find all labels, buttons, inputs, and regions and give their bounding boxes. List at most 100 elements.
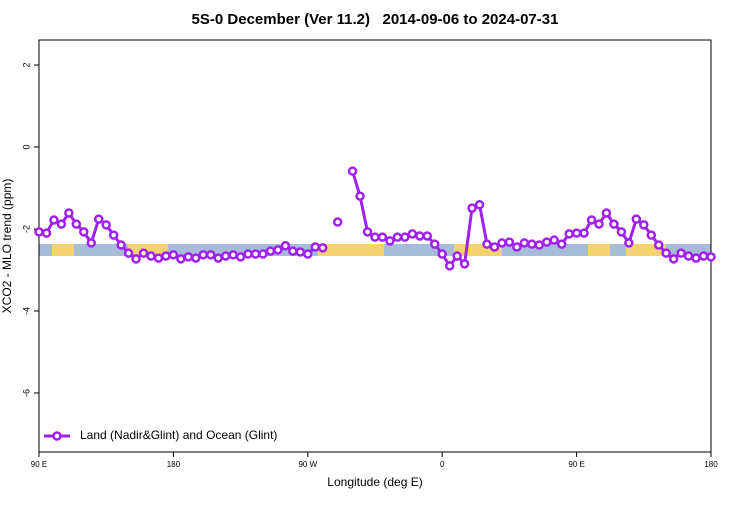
- data-point: [243, 249, 253, 259]
- data-point: [661, 248, 671, 258]
- data-point: [400, 232, 410, 242]
- data-point: [631, 214, 642, 224]
- data-point: [280, 241, 291, 251]
- data-point: [101, 220, 111, 230]
- data-point: [273, 245, 283, 255]
- data-point: [512, 242, 522, 252]
- y-tick-label: 2: [21, 62, 31, 67]
- data-point: [347, 166, 358, 176]
- data-point: [146, 251, 156, 261]
- y-tick-label: -2: [21, 225, 31, 233]
- land-patch: [52, 244, 74, 256]
- data-point: [683, 251, 694, 261]
- data-point: [303, 249, 313, 259]
- data-point: [235, 252, 246, 262]
- data-point: [213, 253, 223, 263]
- data-point: [706, 252, 716, 262]
- data-point: [422, 231, 433, 241]
- land-patch: [318, 244, 384, 256]
- legend-marker: [52, 431, 62, 441]
- data-point: [437, 249, 447, 259]
- data-point: [161, 251, 171, 261]
- data-point: [258, 249, 268, 259]
- x-tick-label: 90 W: [298, 460, 317, 469]
- plot-frame: [38, 39, 712, 453]
- y-tick-label: 0: [21, 144, 31, 149]
- data-point: [288, 246, 298, 256]
- data-point: [489, 242, 500, 252]
- land-patch: [588, 244, 610, 256]
- data-point: [79, 227, 89, 237]
- data-point: [504, 237, 515, 247]
- data-point: [415, 231, 425, 241]
- data-point: [392, 232, 403, 242]
- data-point: [41, 228, 52, 238]
- data-point: [646, 230, 657, 240]
- data-point: [601, 208, 612, 218]
- data-point: [624, 238, 634, 248]
- chart-title: 5S-0 December (Ver 11.2) 2014-09-06 to 2…: [192, 11, 559, 28]
- data-point: [429, 239, 440, 249]
- data-point: [49, 215, 59, 225]
- data-point: [56, 219, 67, 229]
- data-point: [579, 228, 589, 238]
- data-point: [176, 254, 186, 264]
- y-axis-label: XCO2 - MLO trend (ppm): [0, 179, 14, 314]
- data-point: [497, 238, 507, 248]
- data-point: [370, 232, 380, 242]
- legend-label: Land (Nadir&Glint) and Ocean (Glint): [80, 428, 277, 442]
- data-point: [594, 219, 604, 229]
- data-point: [131, 254, 141, 264]
- x-tick-label: 90 E: [31, 460, 47, 469]
- data-point: [534, 240, 545, 250]
- data-point: [653, 240, 664, 250]
- data-point: [168, 250, 179, 260]
- data-point: [108, 230, 119, 240]
- data-point: [668, 254, 679, 264]
- x-tick-label: 90 E: [568, 460, 584, 469]
- y-tick-label: -4: [21, 307, 31, 315]
- data-point: [362, 227, 373, 237]
- data-point: [541, 237, 552, 247]
- data-point: [34, 227, 44, 237]
- data-point: [519, 238, 530, 248]
- data-point: [564, 229, 574, 239]
- data-point: [205, 250, 216, 260]
- data-point: [153, 253, 164, 263]
- data-point: [482, 239, 492, 249]
- data-point: [452, 251, 462, 261]
- data-point: [355, 191, 365, 201]
- data-point: [183, 252, 194, 262]
- data-point: [385, 236, 395, 246]
- x-tick-label: 180: [704, 460, 718, 469]
- land-patch: [128, 244, 168, 256]
- data-point: [138, 248, 149, 258]
- x-tick-label: 180: [167, 460, 181, 469]
- data-point: [198, 250, 209, 260]
- data-point: [220, 251, 231, 261]
- data-point: [317, 243, 328, 253]
- data-point: [691, 253, 701, 263]
- data-point: [444, 261, 455, 271]
- data-point: [549, 235, 559, 245]
- data-point: [228, 250, 238, 260]
- x-tick-label: 0: [440, 460, 445, 469]
- data-point: [407, 229, 418, 239]
- data-point: [616, 227, 627, 237]
- data-point: [116, 240, 126, 250]
- data-point: [467, 203, 477, 213]
- data-point: [676, 248, 686, 258]
- data-point: [71, 219, 82, 229]
- data-point: [474, 200, 485, 210]
- data-point: [586, 215, 597, 225]
- data-point: [571, 228, 582, 238]
- y-tick-label: -6: [21, 389, 31, 397]
- data-point: [527, 239, 537, 249]
- data-point: [295, 247, 306, 257]
- data-point: [64, 208, 74, 218]
- data-point: [698, 251, 709, 261]
- data-point: [123, 248, 134, 258]
- data-point: [459, 259, 470, 269]
- data-point: [86, 238, 97, 248]
